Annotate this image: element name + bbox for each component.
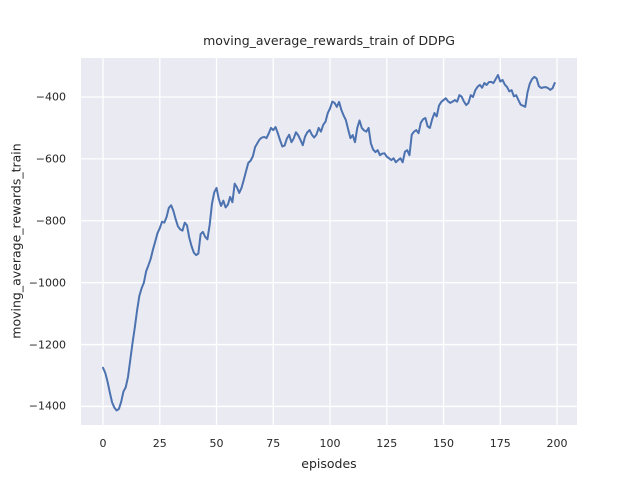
x-tick-label: 50 (209, 437, 224, 450)
y-tick-label: −600 (35, 152, 66, 166)
x-tick-label: 25 (152, 437, 167, 450)
y-axis-label: moving_average_rewards_train (8, 143, 24, 339)
x-tick-label: 200 (546, 437, 568, 450)
y-tick-label: −1400 (28, 399, 66, 413)
y-tick-label: −400 (35, 90, 66, 104)
chart-title: moving_average_rewards_train of DDPG (203, 33, 455, 48)
x-tick-label: 0 (99, 437, 107, 450)
x-tick-label: 100 (319, 437, 341, 450)
y-tick-label: −1000 (28, 276, 66, 290)
x-tick-label: 150 (433, 437, 455, 450)
plot-background (81, 58, 577, 425)
line-chart (81, 58, 577, 425)
x-tick-label: 175 (489, 437, 511, 450)
y-tick-label: −800 (35, 214, 66, 228)
x-axis-label: episodes (301, 456, 357, 471)
x-tick-label: 75 (266, 437, 281, 450)
y-tick-label: −1200 (28, 338, 66, 352)
x-tick-label: 125 (376, 437, 398, 450)
series-line-moving_average_rewards_train (102, 74, 556, 412)
